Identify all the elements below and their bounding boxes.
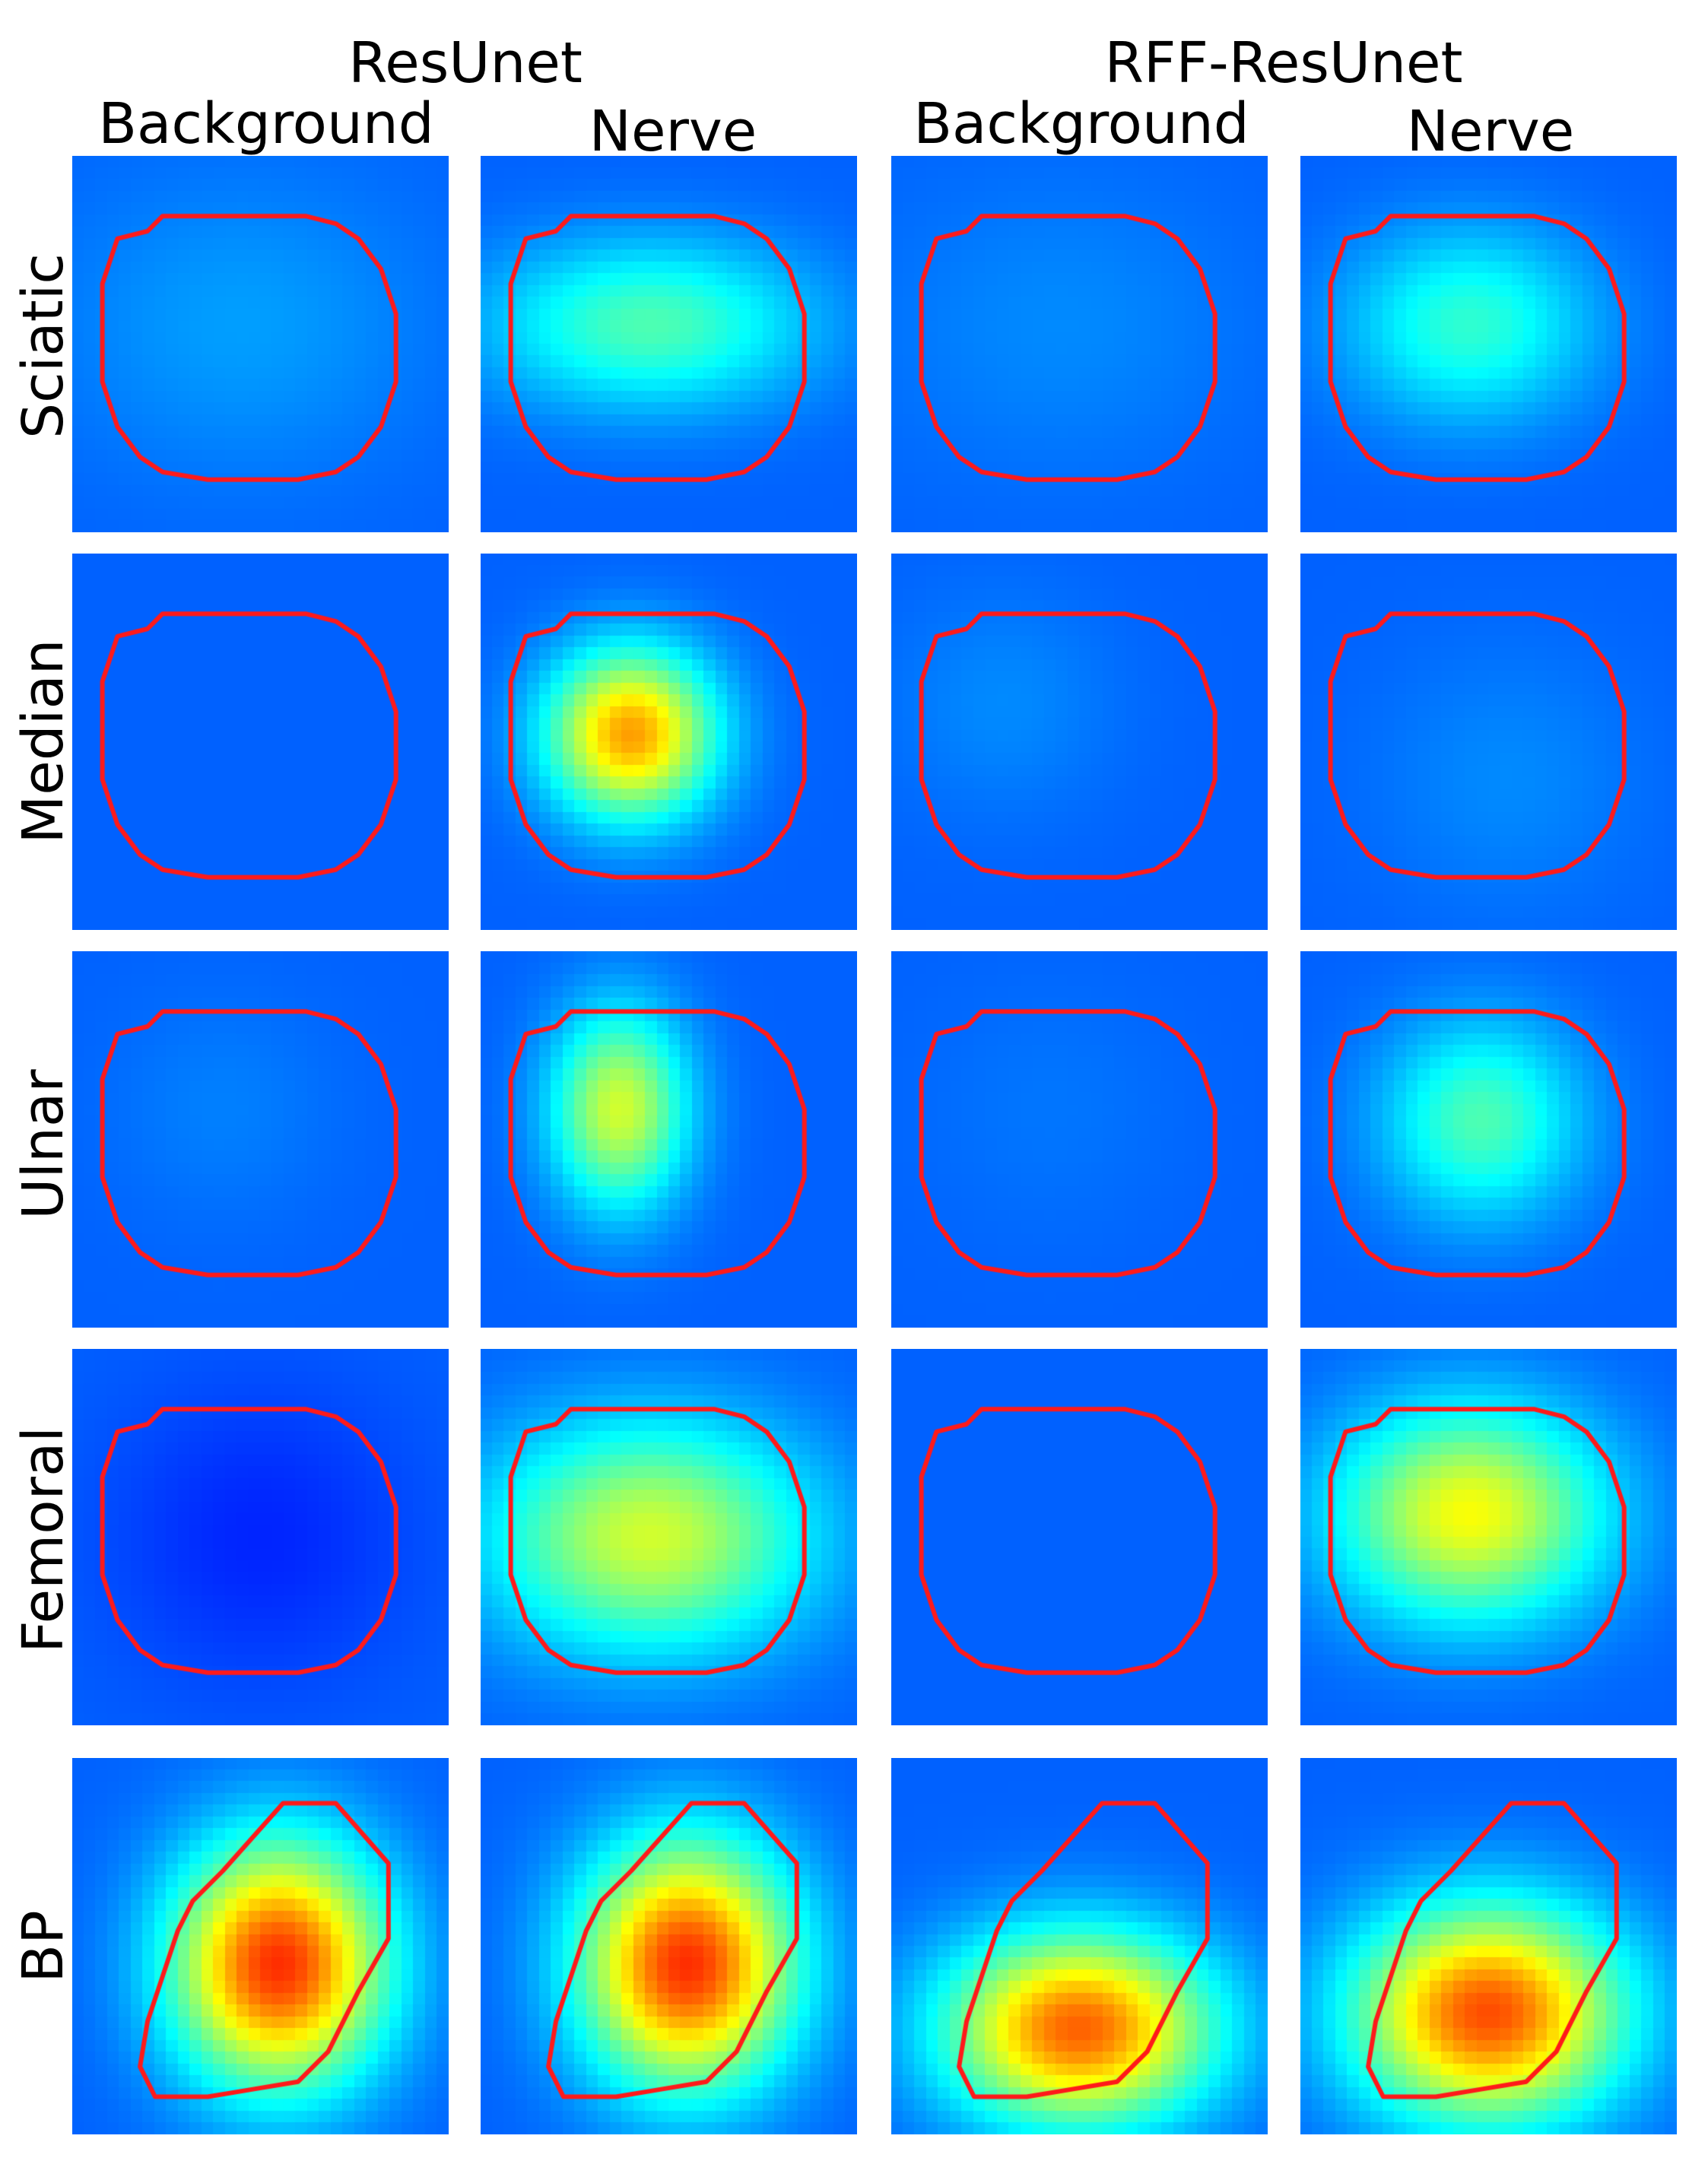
- heatmap-median-resunet-background: [72, 554, 449, 930]
- heatmap-bp-rff-nerve: [1300, 1758, 1677, 2134]
- heatmap-ulnar-resunet-background: [72, 951, 449, 1328]
- heatmap-sciatic-rff-nerve: [1300, 156, 1677, 532]
- heatmap-bp-resunet-background: [72, 1758, 449, 2134]
- row-label-median: Median: [11, 639, 76, 844]
- heatmap-median-rff-nerve: [1300, 554, 1677, 930]
- heatmap-bp-rff-background: [891, 1758, 1268, 2134]
- heatmap-femoral-rff-background: [891, 1349, 1268, 1725]
- heatmap-ulnar-resunet-nerve: [481, 951, 857, 1328]
- heatmap-sciatic-resunet-nerve: [481, 156, 857, 532]
- heatmap-median-rff-background: [891, 554, 1268, 930]
- heatmap-ulnar-rff-background: [891, 951, 1268, 1328]
- heatmap-bp-resunet-nerve: [481, 1758, 857, 2134]
- heatmap-femoral-rff-nerve: [1300, 1349, 1677, 1725]
- row-label-sciatic: Sciatic: [11, 253, 76, 439]
- model-title-resunet: ResUnet: [348, 30, 583, 96]
- heatmap-femoral-resunet-background: [72, 1349, 449, 1725]
- heatmap-ulnar-rff-nerve: [1300, 951, 1677, 1328]
- model-title-rff-resunet: RFF-ResUnet: [1104, 30, 1463, 96]
- column-header-resunet-background: Background: [98, 91, 434, 157]
- row-label-femoral: Femoral: [11, 1426, 76, 1653]
- heatmap-sciatic-rff-background: [891, 156, 1268, 532]
- heatmap-sciatic-resunet-background: [72, 156, 449, 532]
- heatmap-femoral-resunet-nerve: [481, 1349, 857, 1725]
- column-header-resunet-nerve: Nerve: [589, 99, 757, 164]
- column-header-rff-nerve: Nerve: [1406, 99, 1575, 164]
- row-label-ulnar: Ulnar: [11, 1069, 76, 1220]
- row-label-bp: BP: [11, 1910, 76, 1983]
- heatmap-median-resunet-nerve: [481, 554, 857, 930]
- column-header-rff-background: Background: [913, 91, 1249, 157]
